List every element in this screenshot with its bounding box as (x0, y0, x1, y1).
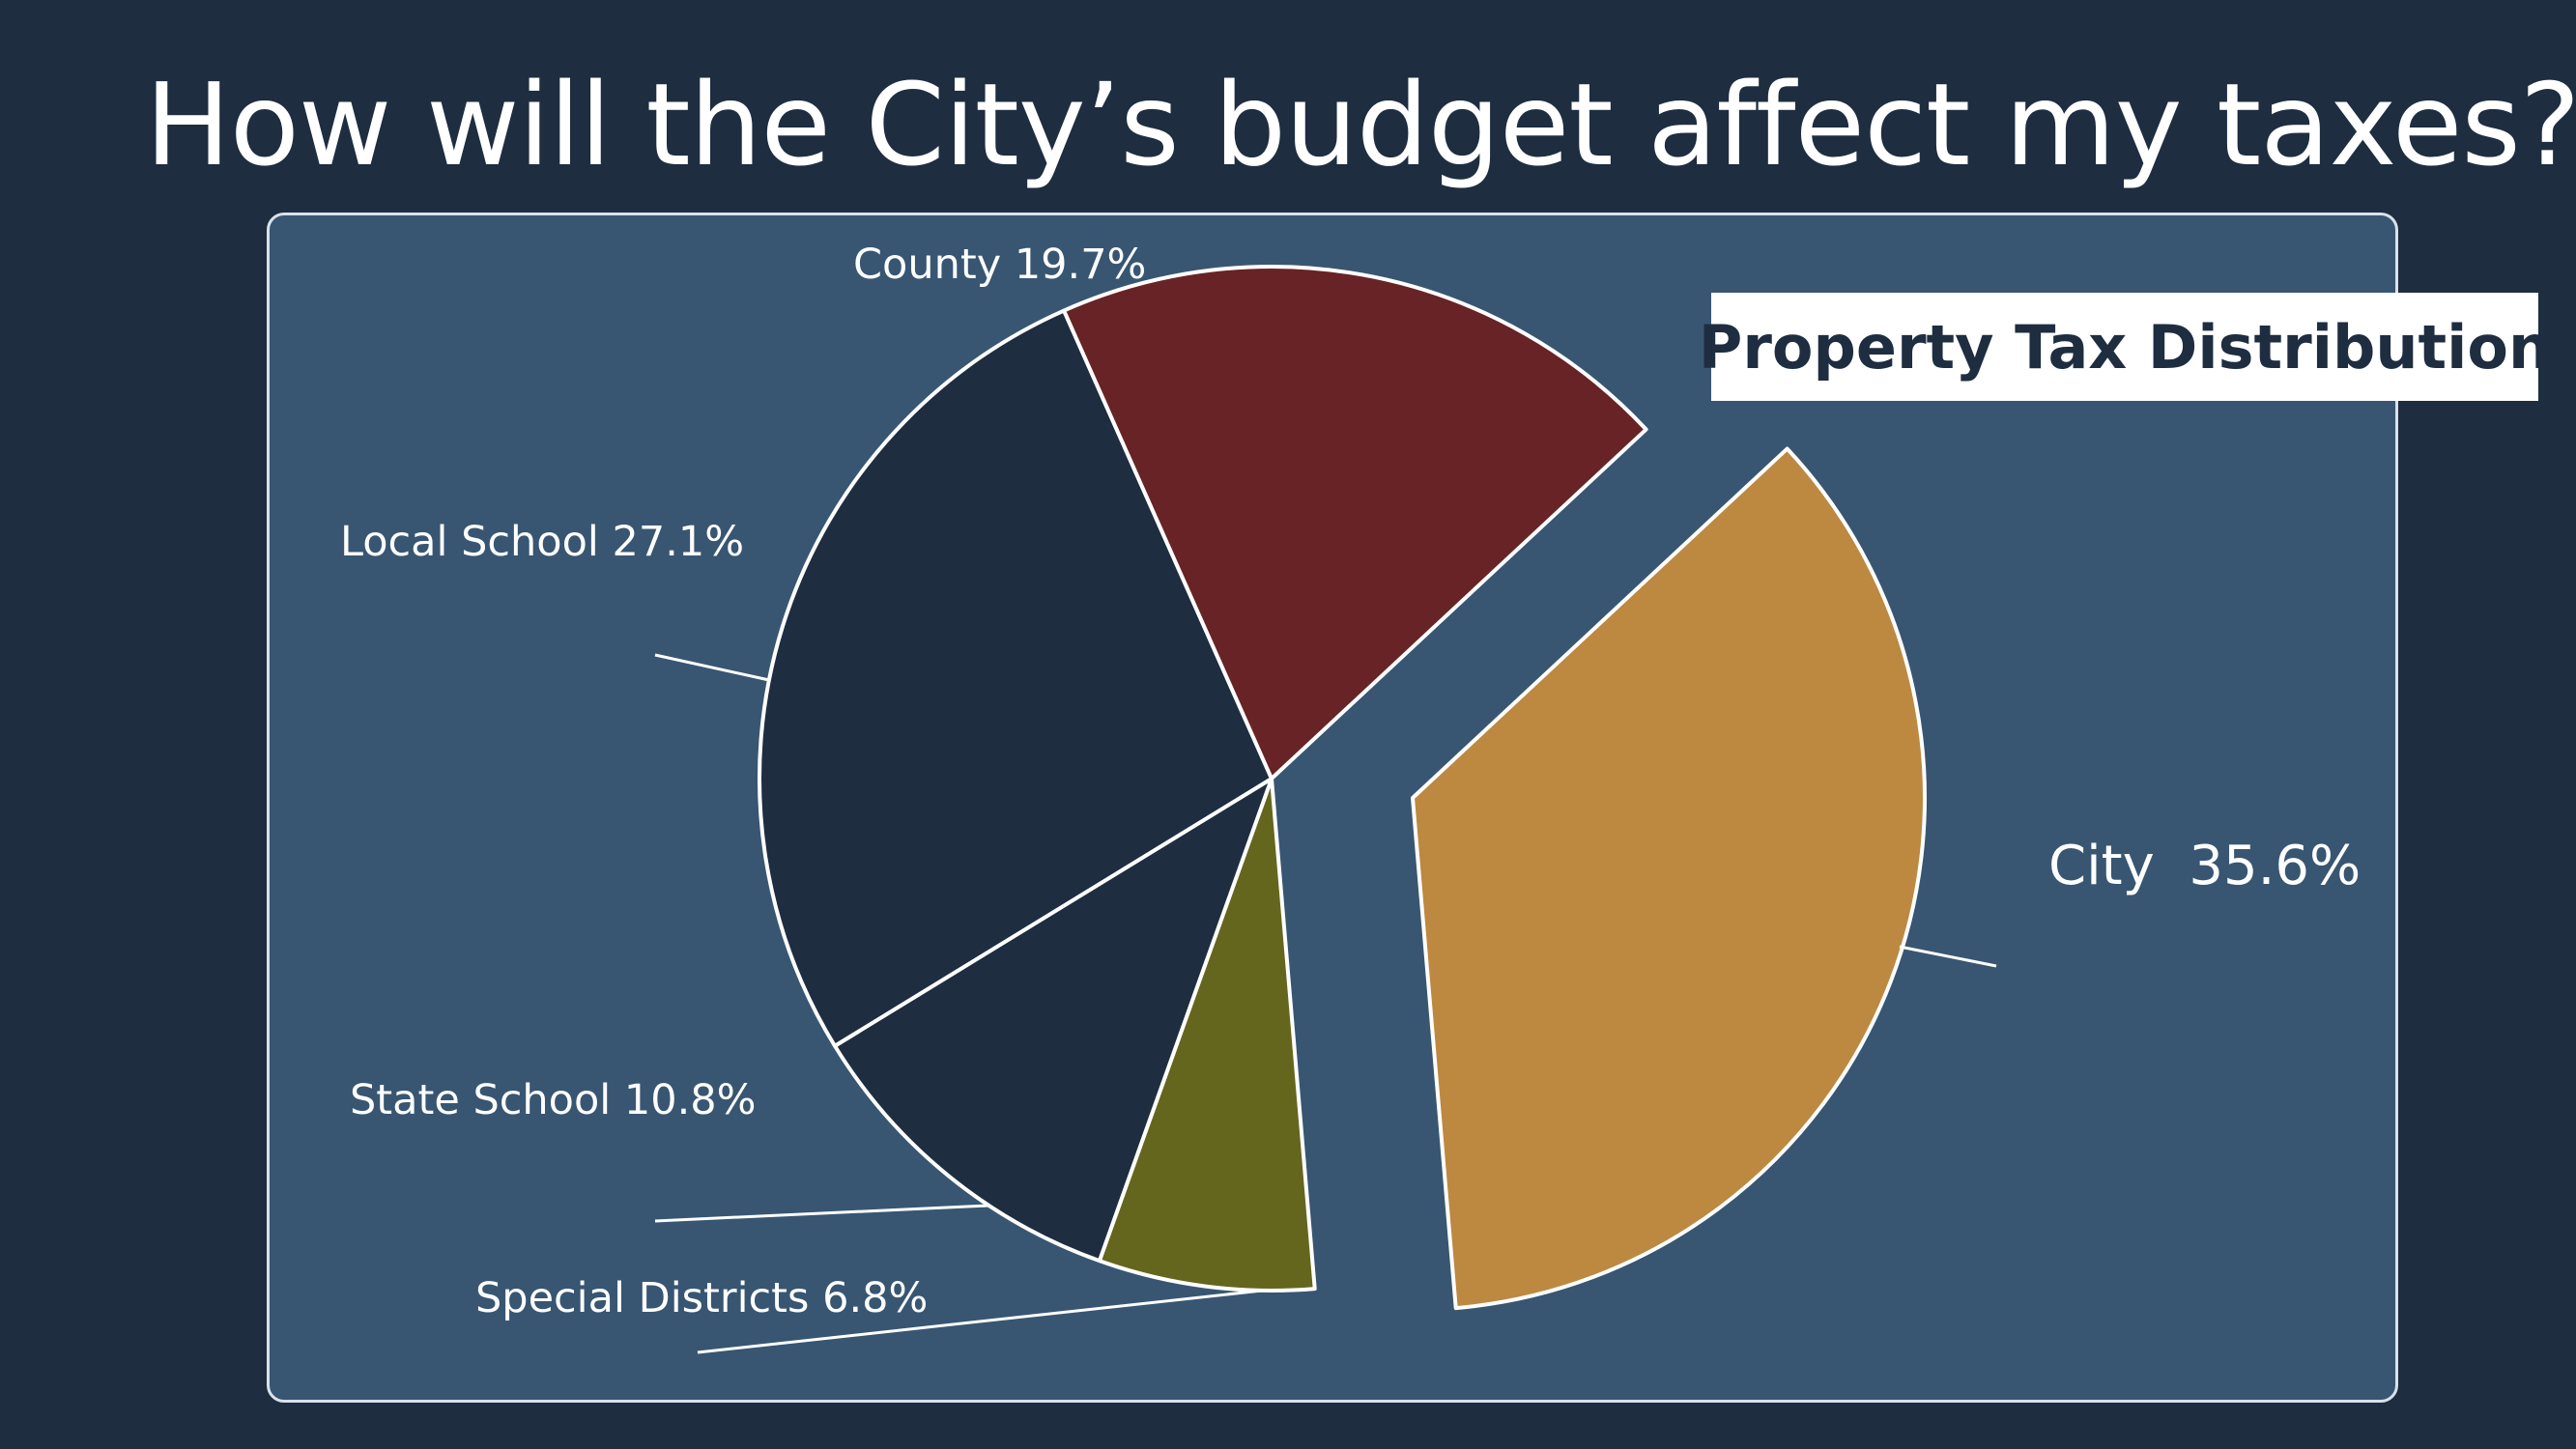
data-label-local-school: Local School 27.1% (340, 518, 744, 566)
data-label-special-districts: Special Districts 6.8% (475, 1274, 928, 1322)
slide-title: How will the City’s budget affect my tax… (145, 58, 2576, 191)
leader-line-special-districts (697, 1289, 1263, 1354)
data-label-state-school: State School 10.8% (350, 1076, 757, 1124)
data-label-county: County 19.7% (853, 241, 1146, 289)
leader-line-local-school (654, 653, 770, 682)
chart-title: Property Tax Distribution (1698, 311, 2552, 383)
pie-slice-special-districts (1097, 777, 1317, 1293)
leader-line-city (1899, 945, 1997, 968)
pie-slice-state-school (833, 777, 1274, 1264)
chart-title-box: Property Tax Distribution (1699, 293, 2551, 401)
leader-line-state-school (654, 1204, 989, 1223)
pie-slice-county (1062, 265, 1648, 781)
data-label-city: City 35.6% (2048, 835, 2361, 897)
pie-slice-city (1411, 446, 1927, 1311)
